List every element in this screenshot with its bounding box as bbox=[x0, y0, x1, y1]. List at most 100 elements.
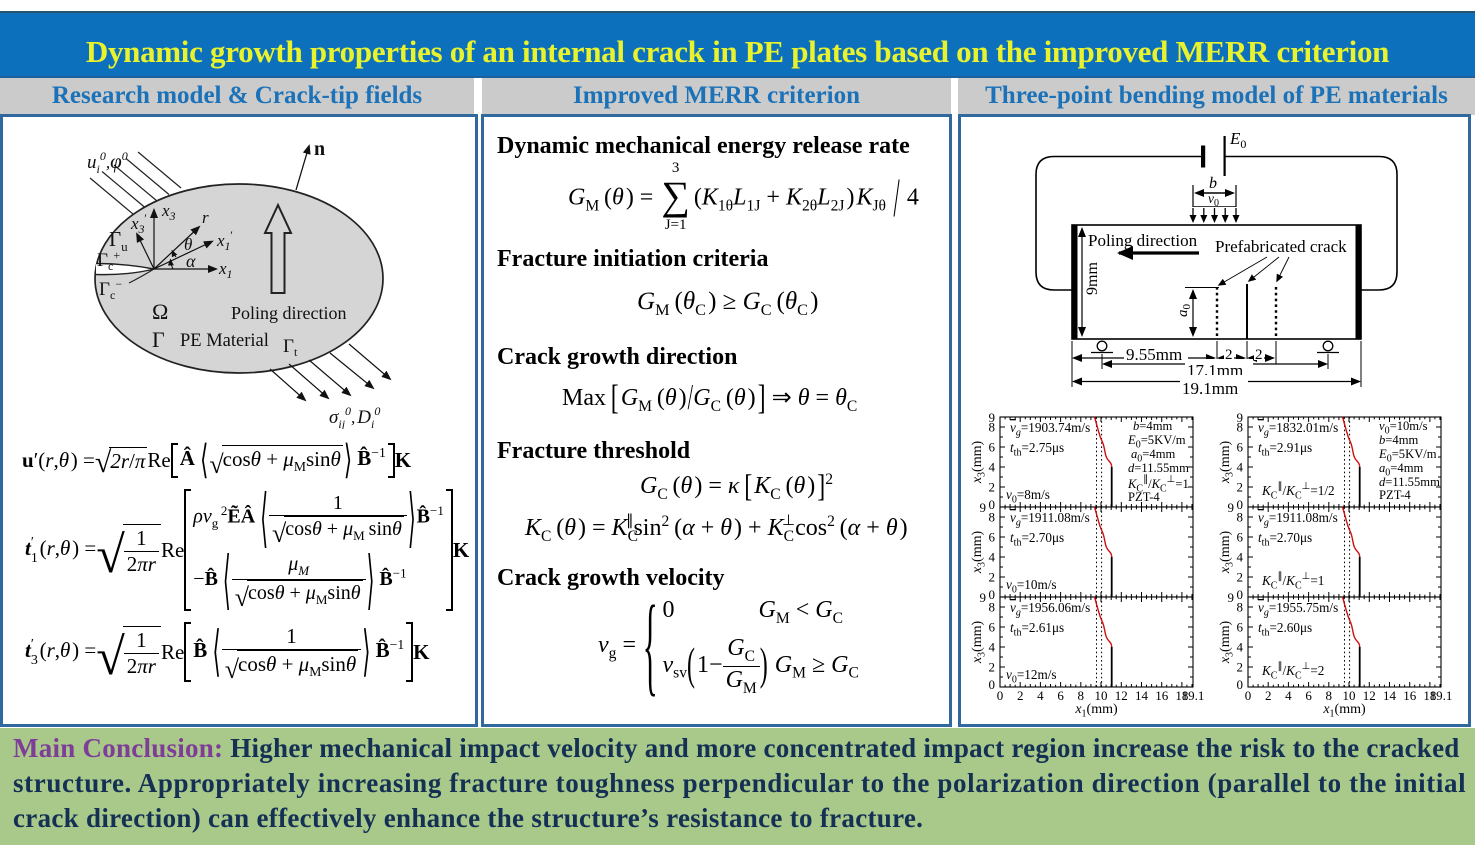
svg-text:2: 2 bbox=[989, 570, 996, 585]
svg-text:9.55mm: 9.55mm bbox=[1126, 345, 1182, 364]
svg-text:9mm: 9mm bbox=[1084, 262, 1101, 295]
svg-text:0: 0 bbox=[1237, 497, 1244, 512]
svg-text:PE Material: PE Material bbox=[180, 331, 269, 351]
svg-text:x1(mm): x1(mm) bbox=[1322, 702, 1366, 720]
svg-text:4: 4 bbox=[1237, 640, 1244, 655]
svg-text:19.1: 19.1 bbox=[1182, 688, 1205, 703]
svg-text:18: 18 bbox=[1423, 688, 1436, 703]
svg-text:KC∥/KC⊥=1: KC∥/KC⊥=1 bbox=[1261, 571, 1324, 592]
svg-text:θ: θ bbox=[184, 235, 192, 254]
svg-text:r: r bbox=[202, 208, 209, 227]
svg-text:b=4mm: b=4mm bbox=[1133, 419, 1172, 433]
svg-text:PZT-4: PZT-4 bbox=[1128, 490, 1160, 504]
svg-text:6: 6 bbox=[989, 620, 996, 635]
svg-text:KC∥/KC⊥=2: KC∥/KC⊥=2 bbox=[1261, 661, 1324, 682]
svg-text:0: 0 bbox=[1237, 587, 1244, 602]
svg-text:vg=1903.74m/s: vg=1903.74m/s bbox=[1010, 420, 1090, 439]
svg-text:2: 2 bbox=[989, 660, 996, 675]
svg-text:2: 2 bbox=[1237, 570, 1244, 585]
svg-text:14: 14 bbox=[1383, 688, 1397, 703]
svg-text:8: 8 bbox=[1237, 600, 1244, 615]
svg-text:9: 9 bbox=[980, 500, 987, 515]
svg-text:tth=2.70μs: tth=2.70μs bbox=[1010, 530, 1064, 549]
svg-text:vg=1911.08m/s: vg=1911.08m/s bbox=[1258, 510, 1338, 529]
svg-text:4: 4 bbox=[989, 550, 996, 565]
svg-text:x1′: x1′ bbox=[216, 228, 233, 253]
svg-text:x3′: x3′ bbox=[130, 211, 147, 236]
svg-text:10: 10 bbox=[1095, 688, 1108, 703]
svg-text:9: 9 bbox=[980, 590, 987, 605]
svg-text:tth=2.70μs: tth=2.70μs bbox=[1258, 530, 1312, 549]
svg-text:4: 4 bbox=[1285, 688, 1292, 703]
svg-text:8: 8 bbox=[989, 510, 996, 525]
svg-text:9: 9 bbox=[1228, 590, 1235, 605]
svg-text:n: n bbox=[314, 138, 325, 160]
svg-text:tth=2.60μs: tth=2.60μs bbox=[1258, 620, 1312, 639]
svg-text:4: 4 bbox=[1237, 460, 1244, 475]
svg-text:6: 6 bbox=[1237, 530, 1244, 545]
svg-text:4: 4 bbox=[989, 640, 996, 655]
svg-text:α: α bbox=[186, 251, 196, 271]
svg-text:Prefabricated crack: Prefabricated crack bbox=[1215, 237, 1347, 256]
svg-text:2: 2 bbox=[1255, 347, 1263, 363]
svg-text:2: 2 bbox=[1265, 688, 1272, 703]
svg-text:v0: v0 bbox=[1208, 191, 1219, 209]
svg-text:9: 9 bbox=[1237, 410, 1244, 425]
svg-text:b: b bbox=[1209, 175, 1217, 192]
svg-text:0: 0 bbox=[997, 688, 1004, 703]
svg-text:6: 6 bbox=[989, 440, 996, 455]
svg-text:KC∥/KC⊥=1/2: KC∥/KC⊥=1/2 bbox=[1261, 481, 1335, 502]
svg-text:vg=1955.75m/s: vg=1955.75m/s bbox=[1258, 600, 1338, 619]
svg-text:6: 6 bbox=[1305, 688, 1312, 703]
svg-text:tth=2.61μs: tth=2.61μs bbox=[1010, 620, 1064, 639]
svg-text:v0=10m/s: v0=10m/s bbox=[1006, 577, 1057, 596]
svg-text:8: 8 bbox=[1237, 420, 1244, 435]
svg-text:v0=8m/s: v0=8m/s bbox=[1006, 487, 1050, 506]
svg-text:0: 0 bbox=[989, 677, 996, 692]
svg-text:KC∥/KC⊥=1: KC∥/KC⊥=1 bbox=[1127, 474, 1189, 495]
svg-text:19.1: 19.1 bbox=[1430, 688, 1453, 703]
svg-text:tth=2.91μs: tth=2.91μs bbox=[1258, 440, 1312, 459]
svg-text:d=11.55mm: d=11.55mm bbox=[1379, 475, 1440, 489]
svg-text:0: 0 bbox=[1237, 677, 1244, 692]
svg-text:x3(mm): x3(mm) bbox=[1218, 621, 1236, 665]
svg-text:2: 2 bbox=[1237, 660, 1244, 675]
svg-text:Poling direction: Poling direction bbox=[1088, 231, 1198, 250]
svg-text:x3(mm): x3(mm) bbox=[970, 531, 988, 575]
svg-text:8: 8 bbox=[1078, 688, 1085, 703]
svg-text:ui0,φ0: ui0,φ0 bbox=[87, 149, 128, 176]
svg-text:9: 9 bbox=[1228, 500, 1235, 515]
svg-text:2: 2 bbox=[1225, 347, 1233, 363]
svg-text:8: 8 bbox=[1237, 510, 1244, 525]
svg-text:E0=5KV/m: E0=5KV/m bbox=[1127, 433, 1186, 451]
svg-text:E0: E0 bbox=[1229, 129, 1246, 151]
svg-text:0: 0 bbox=[1245, 688, 1252, 703]
svg-text:16: 16 bbox=[1403, 688, 1417, 703]
svg-text:2: 2 bbox=[1017, 688, 1024, 703]
svg-text:8: 8 bbox=[1326, 688, 1333, 703]
svg-text:tth=2.75μs: tth=2.75μs bbox=[1010, 440, 1064, 459]
svg-text:x3(mm): x3(mm) bbox=[970, 441, 988, 485]
svg-text:4: 4 bbox=[1037, 688, 1044, 703]
svg-text:PZT-4: PZT-4 bbox=[1379, 488, 1411, 502]
svg-text:4: 4 bbox=[989, 460, 996, 475]
svg-text:12: 12 bbox=[1363, 688, 1376, 703]
svg-text:vg=1911.08m/s: vg=1911.08m/s bbox=[1010, 510, 1090, 529]
svg-text:18: 18 bbox=[1175, 688, 1188, 703]
svg-text:σij0,Di0: σij0, Di0 bbox=[329, 404, 380, 429]
svg-text:b=4mm: b=4mm bbox=[1379, 433, 1418, 447]
svg-text:6: 6 bbox=[1237, 440, 1244, 455]
svg-text:x3(mm): x3(mm) bbox=[1218, 441, 1236, 485]
svg-text:10: 10 bbox=[1343, 688, 1356, 703]
svg-text:4: 4 bbox=[1237, 550, 1244, 565]
svg-text:2: 2 bbox=[1237, 480, 1244, 495]
svg-text:vg=1832.01m/s: vg=1832.01m/s bbox=[1258, 420, 1338, 439]
svg-text:2: 2 bbox=[989, 480, 996, 495]
svg-text:Poling direction: Poling direction bbox=[231, 303, 347, 323]
svg-text:a0=4mm: a0=4mm bbox=[1379, 461, 1423, 479]
svg-text:0: 0 bbox=[989, 497, 996, 512]
svg-text:Ω: Ω bbox=[152, 299, 168, 324]
svg-text:8: 8 bbox=[989, 600, 996, 615]
svg-text:19.1mm: 19.1mm bbox=[1182, 379, 1238, 398]
svg-text:16: 16 bbox=[1155, 688, 1169, 703]
